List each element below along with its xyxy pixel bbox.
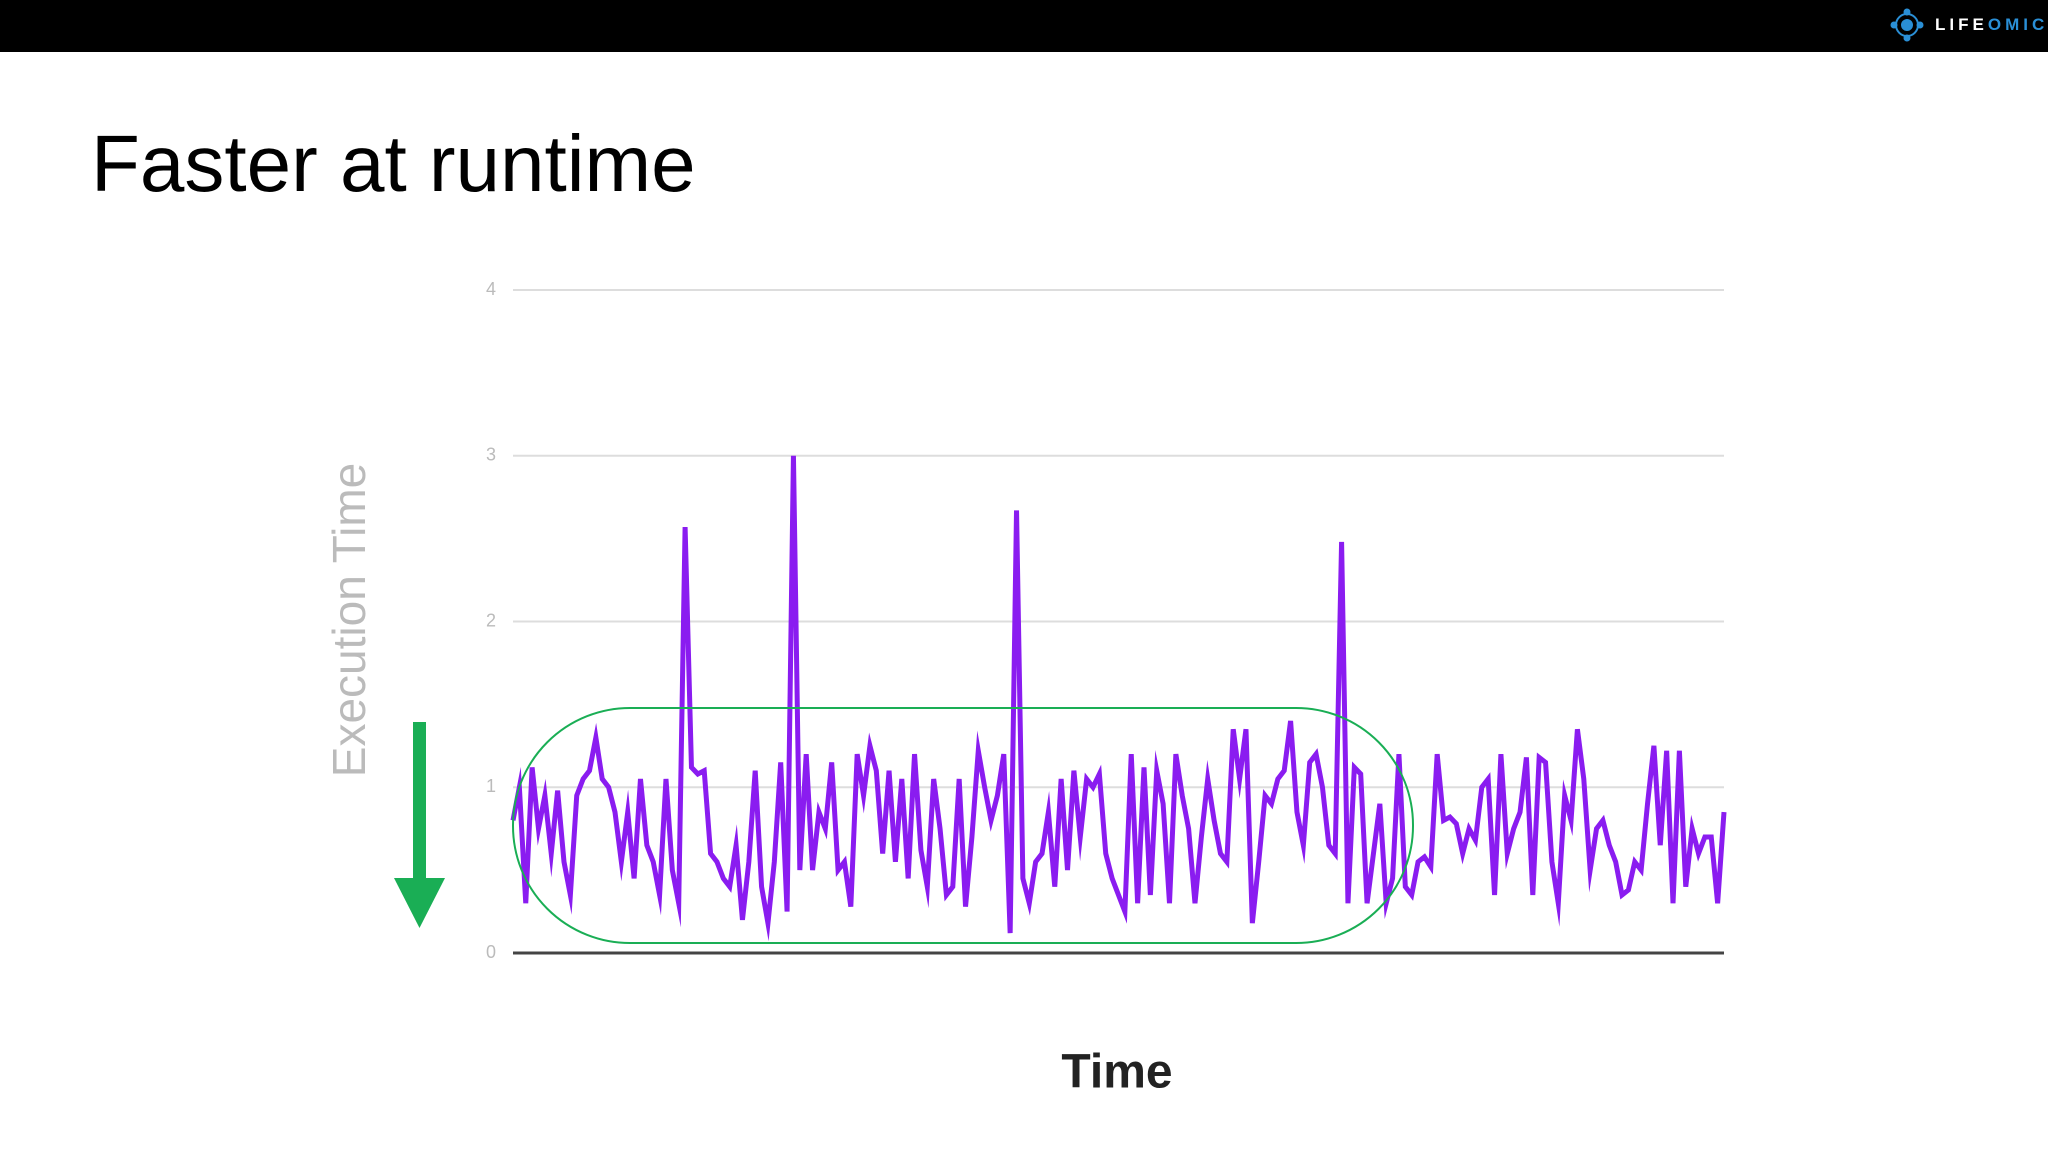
logo-text-a: LIFE [1935, 15, 1988, 34]
x-axis-label: Time [1061, 1046, 1172, 1099]
logo-icon [1890, 8, 1924, 42]
highlight-ellipse [512, 707, 1414, 944]
y-axis-label: Execution Time [323, 463, 375, 777]
down-arrow [394, 722, 445, 928]
y-tick-label: 0 [486, 942, 496, 962]
data-line [510, 455, 1727, 942]
slide-title: Faster at runtime [91, 119, 696, 208]
logo-text-b: OMIC [1988, 15, 2048, 34]
y-tick-label: 2 [486, 610, 496, 630]
y-tick-label: 1 [486, 776, 496, 796]
logo-text: LIFEOMIC [1935, 15, 2048, 34]
plot: 0 1 2 3 4 [486, 279, 1727, 962]
top-bar [0, 0, 2048, 52]
y-tick-label: 4 [486, 279, 496, 299]
y-tick-label: 3 [486, 445, 496, 465]
